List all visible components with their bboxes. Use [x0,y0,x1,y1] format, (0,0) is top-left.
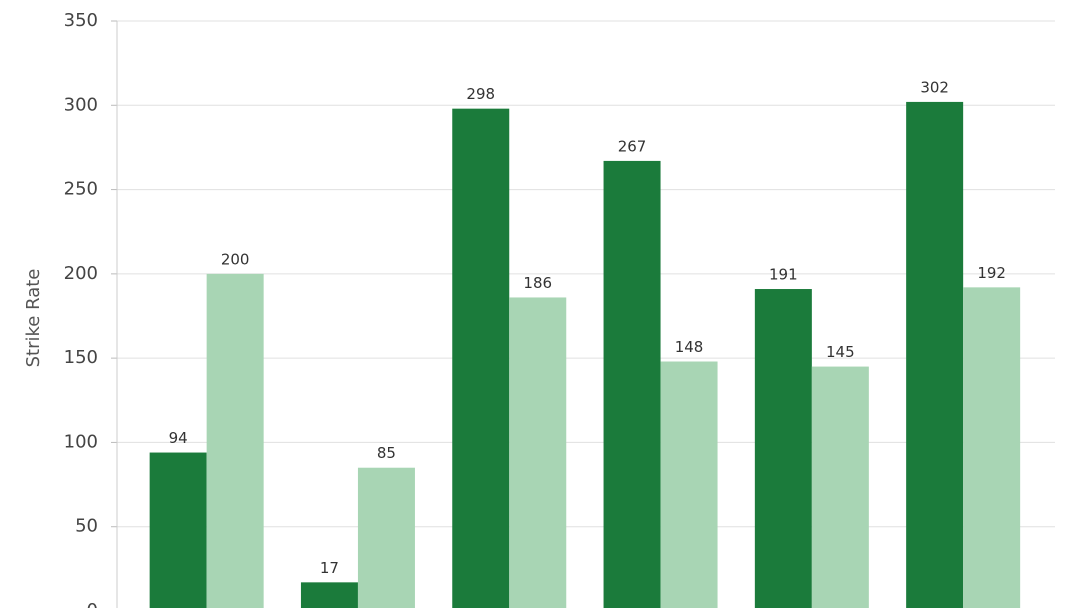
bar [811,366,869,608]
bar [300,582,358,608]
y-tick-label: 300 [64,94,98,115]
y-tick-label: 50 [75,516,98,537]
value-label: 302 [920,78,949,96]
y-tick-label: 250 [64,179,98,200]
bar [206,273,264,608]
value-label: 85 [377,444,396,462]
value-label: 148 [675,338,704,356]
y-tick-label: 0 [87,600,98,608]
bar [660,361,718,608]
bar [963,287,1021,608]
value-label: 17 [320,559,339,577]
value-label: 267 [618,137,647,155]
bar [509,297,567,608]
value-label: 298 [466,85,495,103]
value-label: 200 [221,250,250,268]
y-tick-label: 100 [64,431,98,452]
y-tick-label: 150 [64,347,98,368]
bar [357,467,415,608]
y-axis-label: Strike Rate [23,269,44,368]
bar [754,289,812,608]
y-tick-label: 350 [64,10,98,31]
bar [603,160,661,608]
bar [149,452,207,608]
value-label: 191 [769,266,798,284]
value-label: 186 [523,274,552,292]
bar [906,101,964,608]
y-tick-label: 200 [64,263,98,284]
value-label: 94 [169,429,188,447]
value-label: 145 [826,343,855,361]
value-label: 192 [977,264,1006,282]
bar [452,108,510,608]
